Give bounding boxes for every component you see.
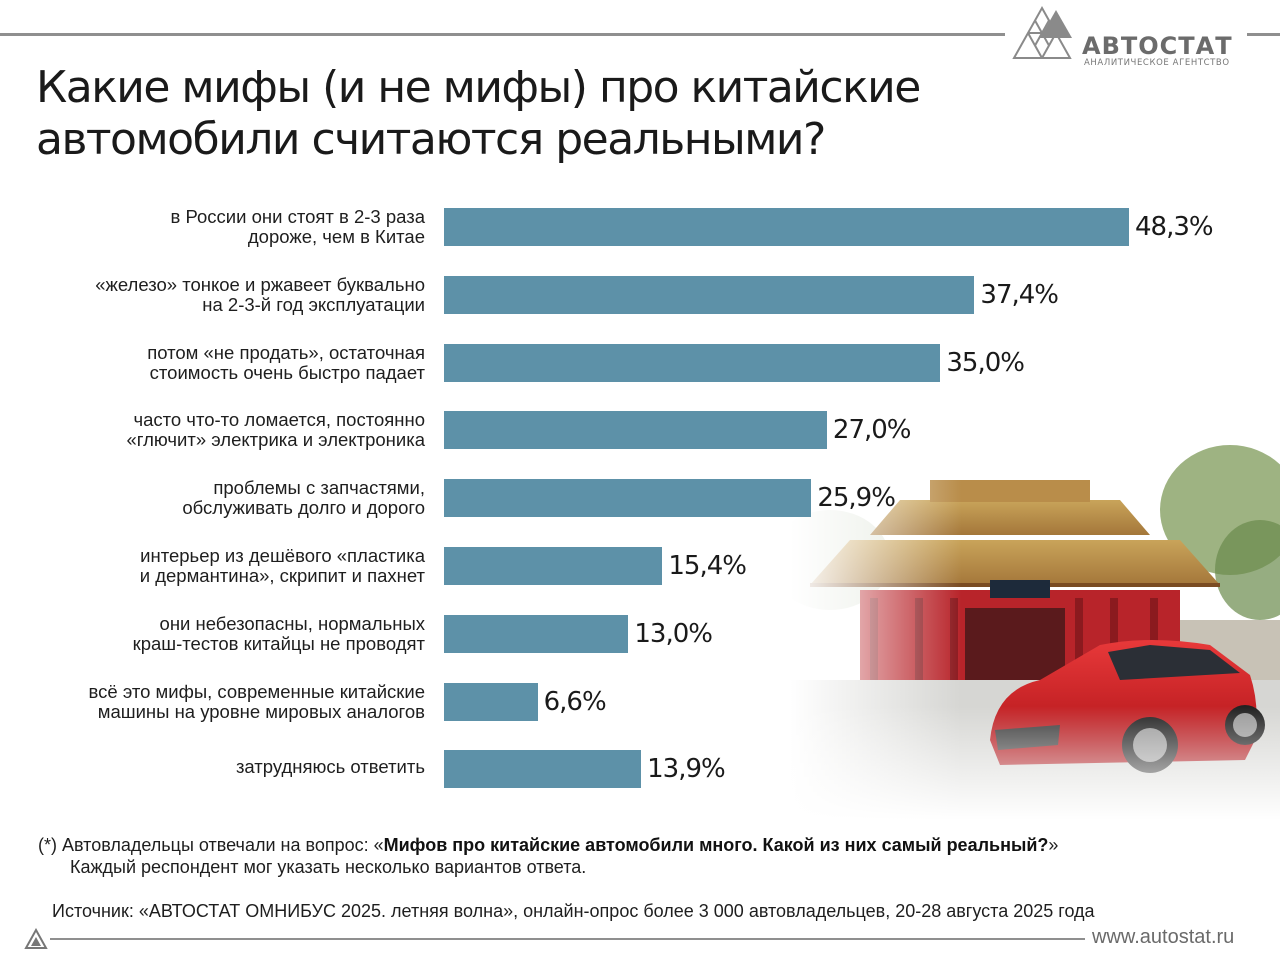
value-label-6: 15,4% <box>668 551 747 581</box>
top-divider <box>0 33 1005 36</box>
bar-3 <box>444 343 941 382</box>
category-label-line: на 2-3-й год эксплуатации <box>202 293 425 315</box>
bar-8 <box>444 682 538 721</box>
brand-triangle-icon <box>24 928 48 949</box>
bar-6 <box>444 547 663 585</box>
bottom-divider <box>50 938 1085 940</box>
chart-title: Какие мифы (и не мифы) про китайские авт… <box>36 62 921 165</box>
category-label-2: «железо» тонкое и ржавеет буквально на 2-… <box>20 273 425 315</box>
category-label-line: интерьер из дешёвого «пластика <box>140 545 425 566</box>
category-label-4: часто что-то ломается, постоянно «глючит»… <box>20 409 426 451</box>
logo-triangle-icon <box>1012 5 1072 59</box>
category-label-line: обслуживать долго и дорого <box>182 497 425 519</box>
brand-subtitle: АНАЛИТИЧЕСКОЕ АГЕНТСТВО <box>1084 58 1230 68</box>
footnote: (*) Автовладельцы отвечали на вопрос: «М… <box>38 834 1238 878</box>
source-note: Источник: «АВТОСТАТ ОМНИБУС 2025. летняя… <box>52 901 1095 921</box>
category-label-line: потом «не продать», остаточная <box>147 341 425 363</box>
category-label-line: всё это мифы, современные китайские <box>88 680 425 702</box>
value-label-5: 25,9% <box>817 483 896 514</box>
category-label-line: краш-тестов китайцы не проводят <box>132 632 425 654</box>
bar-2 <box>444 275 975 314</box>
category-label-line: «глючит» электрика и электроника <box>126 429 426 451</box>
footnote-question: Мифов про китайские автомобили много. Ка… <box>383 835 1049 855</box>
category-label-line: в России они стоят в 2-3 раза <box>170 206 426 227</box>
category-label-line: «железо» тонкое и ржавеет буквально <box>95 273 425 295</box>
category-label-line: дороже, чем в Китае <box>247 226 425 247</box>
category-label-3: потом «не продать», остаточная стоимость … <box>20 341 425 383</box>
category-label-line: затрудняюсь ответить <box>235 756 425 778</box>
value-label-9: 13,9% <box>647 754 726 785</box>
value-label-4: 27,0% <box>832 415 912 446</box>
top-divider-right <box>1247 33 1280 36</box>
footnote-suffix: » <box>1048 835 1059 855</box>
value-label-1: 48,3% <box>1135 212 1214 242</box>
footnote-line2: Каждый респондент мог указать несколько … <box>70 857 587 877</box>
pagoda-car-illustration <box>790 440 1280 820</box>
value-label-7: 13,0% <box>634 618 713 649</box>
bar-7 <box>444 614 629 653</box>
category-label-line: они небезопасны, нормальных <box>159 612 425 634</box>
website-link[interactable]: www.autostat.ru <box>1092 926 1235 948</box>
bar-4 <box>444 411 827 450</box>
brand-name: АВТОСТАТ <box>1082 32 1233 60</box>
category-label-line: машины на уровне мировых аналогов <box>97 700 425 722</box>
value-label-3: 35,0% <box>946 347 1025 378</box>
category-label-line: и дермантина», скрипит и пахнет <box>139 565 425 586</box>
bar-9 <box>444 750 642 789</box>
value-label-8: 6,6% <box>543 686 607 717</box>
brand-logo: АВТОСТАТ АНАЛИТИЧЕСКОЕ АГЕНТСТВО <box>1010 4 1250 68</box>
bar-5 <box>444 479 812 518</box>
category-label-1: в России они стоят в 2-3 раза дороже, чем… <box>20 206 426 247</box>
bar-1 <box>444 208 1129 246</box>
category-label-8: всё это мифы, современные китайские машин… <box>20 680 425 722</box>
category-label-line: стоимость очень быстро падает <box>149 361 425 383</box>
value-label-2: 37,4% <box>980 279 1059 310</box>
footnote-prefix: (*) Автовладельцы отвечали на вопрос: « <box>38 835 384 855</box>
category-label-5: проблемы с запчастями, обслуживать долго … <box>20 478 425 518</box>
category-label-7: они небезопасны, нормальных краш-тестов к… <box>20 612 425 654</box>
category-label-line: проблемы с запчастями, <box>213 477 425 499</box>
category-label-line: часто что-то ломается, постоянно <box>133 409 425 431</box>
category-label-9: затрудняюсь ответить <box>20 757 425 777</box>
category-label-6: интерьер из дешёвого «пластика и дерманти… <box>20 546 425 586</box>
